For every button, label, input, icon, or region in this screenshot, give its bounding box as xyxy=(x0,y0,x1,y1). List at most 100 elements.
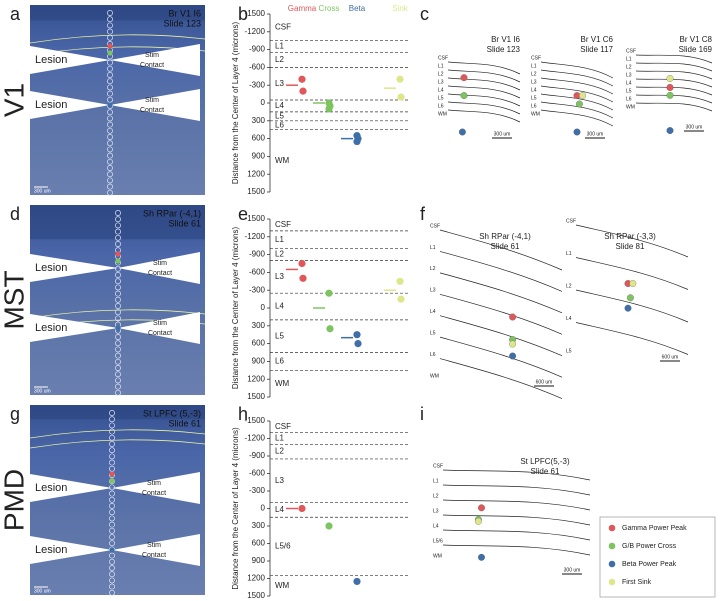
layer-line xyxy=(575,322,689,355)
electrode-contact xyxy=(109,540,115,547)
electrode-contact xyxy=(107,78,113,85)
layer-line xyxy=(447,85,521,99)
layer-line xyxy=(442,514,591,526)
drawing-slide: Slide 117 xyxy=(580,45,613,54)
y-tick-label: 300 xyxy=(252,521,266,530)
layer-line xyxy=(439,293,563,335)
layer-trace xyxy=(29,309,206,319)
drawing-title: St LPFC(5,-3) xyxy=(520,457,570,466)
drawing-layer-label: WM xyxy=(626,104,635,110)
panel-letter: g xyxy=(10,404,20,424)
electrode-contact xyxy=(107,84,113,91)
legend-swatch xyxy=(608,578,616,586)
legend-label: Beta Power Peak xyxy=(622,561,677,568)
drawing-dot xyxy=(579,92,587,100)
contact-marker xyxy=(107,50,113,56)
electrode-contact xyxy=(115,290,121,297)
drawing-layer-label: L6 xyxy=(430,352,436,358)
drawing-dot xyxy=(629,280,637,287)
data-point xyxy=(353,331,361,339)
electrode-contact xyxy=(107,121,113,128)
y-tick-label: 0 xyxy=(261,98,266,107)
electrode-contact xyxy=(109,422,115,429)
drawing-layer-label: CSF xyxy=(531,55,541,61)
contact-marker xyxy=(109,547,115,553)
drawing-title: Br V1 C6 xyxy=(581,35,614,44)
drawing-layer-label: CSF xyxy=(430,223,440,229)
data-point xyxy=(353,137,361,146)
layer-line xyxy=(447,93,521,107)
drawing-layer-label: L2 xyxy=(566,283,572,289)
drawing-layer-label: CSF xyxy=(566,218,576,224)
drawing-title: Br V1 I6 xyxy=(491,35,520,44)
layer-line xyxy=(439,251,563,292)
electrode-contact xyxy=(109,496,115,503)
data-point xyxy=(396,277,404,285)
layer-label: L5/6 xyxy=(275,542,291,551)
layer-label: L2 xyxy=(275,55,284,64)
drawing-layer-label: L3 xyxy=(438,79,444,85)
legend-swatch xyxy=(608,542,616,550)
layer-line xyxy=(540,109,614,127)
scale-label: 300 um xyxy=(34,588,51,594)
stim-label: Contact xyxy=(142,552,166,559)
panel-letter: e xyxy=(238,204,248,224)
electrode-contact xyxy=(109,434,115,441)
drawing-layer-label: L2 xyxy=(438,71,444,77)
histology-title: Br V1 I6 xyxy=(168,8,201,18)
drawing-layer-label: L5 xyxy=(626,88,632,94)
y-tick-label: 600 xyxy=(252,339,266,348)
drawing-layer-label: L2 xyxy=(626,64,632,70)
electrode-contact xyxy=(109,571,115,578)
drawing-slide: Slide 169 xyxy=(679,45,713,54)
electrode-contact xyxy=(115,265,121,272)
layer-line xyxy=(442,484,591,496)
drawing-title: Br V1 C8 xyxy=(680,35,713,44)
layer-drawing: Sh RPar (-3,3)Slide 81 CSF L1 L2 L4 L5 600 um xyxy=(566,218,689,362)
drawing-layer-label: L1 xyxy=(566,251,572,257)
layer-line xyxy=(575,224,689,258)
drawing-layer-label: L3 xyxy=(430,288,436,294)
y-axis-label: Distance from the Center of Layer 4 (mic… xyxy=(231,22,240,185)
layer-line xyxy=(442,469,591,481)
drawing-layer-label: L5 xyxy=(438,95,444,101)
scale-label: 600 um xyxy=(536,379,553,385)
electrode-contact xyxy=(109,521,115,528)
layer-line xyxy=(635,62,713,72)
drawing-layer-label: L5/6 xyxy=(433,538,443,544)
drawing-dot xyxy=(474,517,482,525)
series-name: Beta xyxy=(349,4,366,13)
drawing-layer-label: L4 xyxy=(438,87,444,93)
electrode-contact xyxy=(115,389,121,396)
histology-slide: Slide 61 xyxy=(168,218,201,228)
layer-trace xyxy=(29,429,206,439)
drawing-dot xyxy=(626,294,634,302)
drawing-dot xyxy=(509,340,517,348)
electrode-contact xyxy=(107,22,113,29)
drawing-dot xyxy=(573,128,581,136)
electrode-contact xyxy=(107,65,113,72)
drawing-dot xyxy=(666,127,674,135)
layer-label: L6 xyxy=(275,120,284,129)
y-tick-label: 1500 xyxy=(247,591,265,600)
data-point xyxy=(326,325,334,333)
contact-marker xyxy=(115,325,121,331)
electrode-contact xyxy=(109,484,115,491)
scale-label: 300 um xyxy=(587,131,604,137)
electrode-contact xyxy=(109,503,115,509)
drawing-layer-label: L4 xyxy=(430,309,436,315)
drawing-layer-label: L4 xyxy=(531,87,537,93)
layer-label: L5 xyxy=(275,111,284,120)
electrode-contact xyxy=(107,152,113,159)
contact-marker xyxy=(107,43,113,49)
electrode-contact xyxy=(109,552,115,559)
electrode-contact xyxy=(107,109,113,116)
stim-label: Stim xyxy=(147,480,161,487)
lesion-label: Lesion xyxy=(35,482,67,494)
layer-line xyxy=(575,289,689,323)
y-axis-label: Distance from the Center of Layer 4 (mic… xyxy=(231,427,240,590)
layer-label: L1 xyxy=(275,235,284,244)
row-label: MST xyxy=(0,270,29,329)
